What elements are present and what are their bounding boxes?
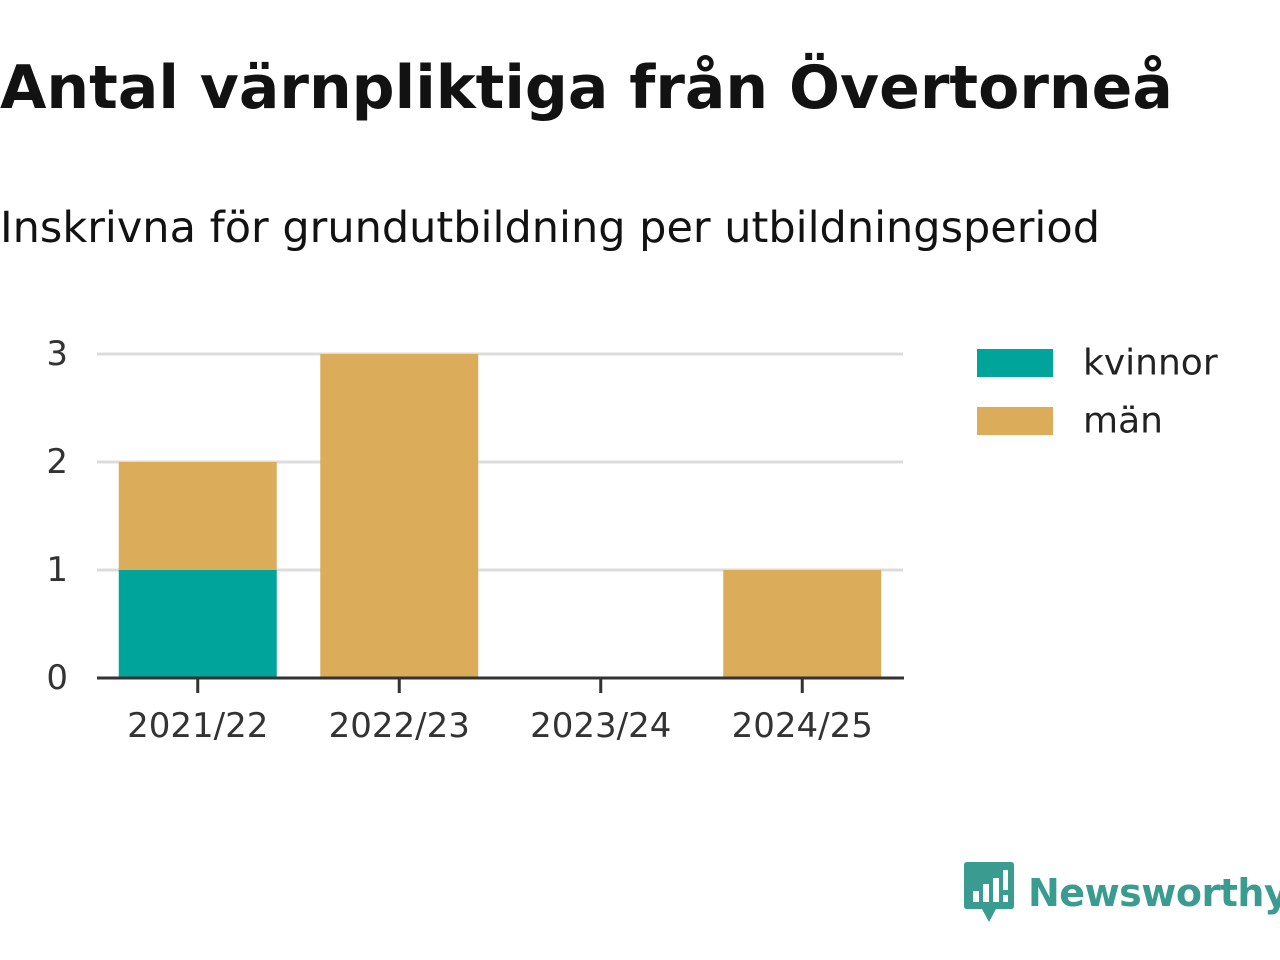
bar-män-2021-22 [118,462,277,570]
y-tick-label: 2 [46,442,68,482]
bar-män-2024-25 [723,570,882,678]
legend-swatch-kvinnor [977,349,1053,377]
y-tick-label: 3 [46,334,68,374]
brand-name: Newsworthy [1028,871,1280,915]
legend-label-män: män [1083,401,1163,442]
bars [118,354,882,678]
chart-subtitle: Inskrivna för grundutbildning per utbild… [0,203,1100,253]
brand-logo: Newsworthy [964,862,1280,924]
y-tick-label: 0 [46,658,68,698]
x-tick-label: 2023/24 [530,706,671,746]
x-tick-label: 2022/23 [329,706,470,746]
legend-swatch-män [977,407,1053,435]
x-tick-label: 2024/25 [732,706,873,746]
chart-title: Antal värnpliktiga från Övertorneå [0,53,1173,123]
legend: kvinnor män [977,343,1218,442]
legend-label-kvinnor: kvinnor [1083,343,1218,384]
bar-män-2022-23 [320,354,479,678]
y-tick-label: 1 [46,550,68,590]
x-tick-label: 2021/22 [127,706,268,746]
axes: 0 1 2 3 2021/22 2022/23 2023/24 2024/25 [46,334,904,746]
bar-kvinnor-2021-22 [118,570,277,678]
newsworthy-logo-icon [964,862,1014,922]
